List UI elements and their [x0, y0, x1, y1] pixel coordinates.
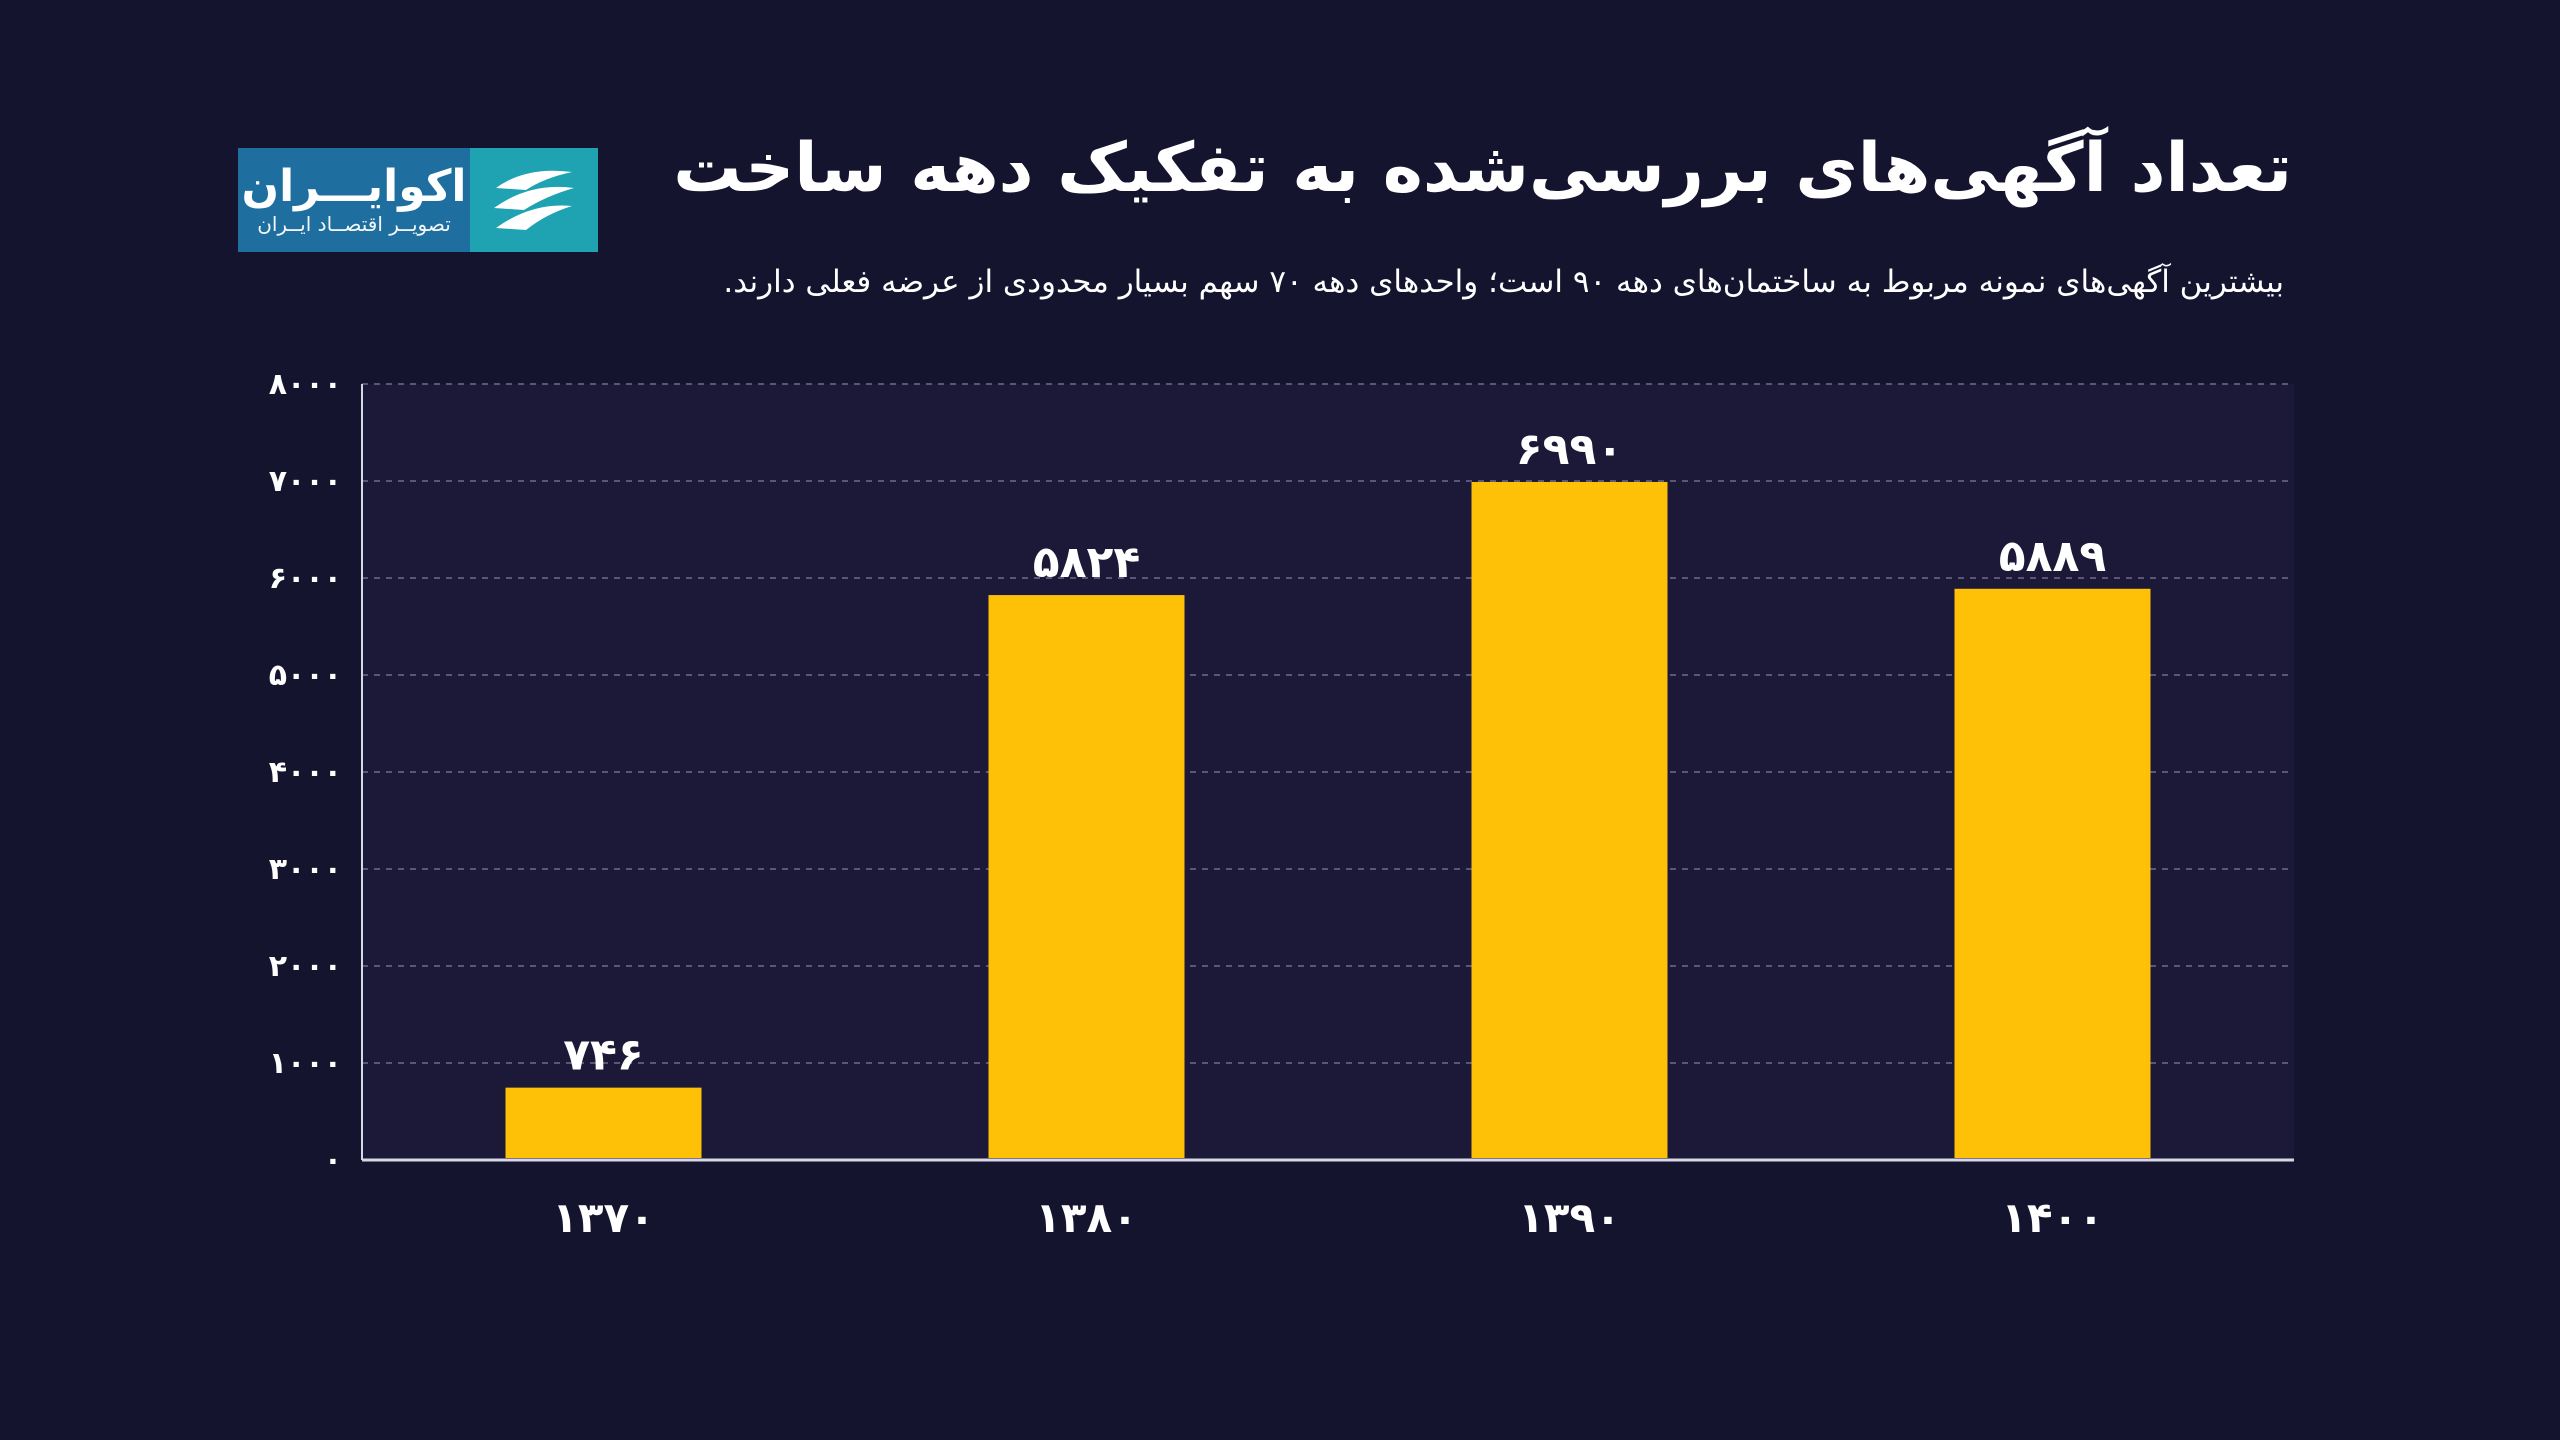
x-tick-label: ۱۴۰۰ [2001, 1193, 2104, 1242]
y-axis-ticks: ۰ ۱۰۰۰ ۲۰۰۰ ۳۰۰۰ ۴۰۰۰ ۵۰۰۰ ۶۰۰۰ ۷۰۰۰ ۸۰۰۰ [269, 367, 342, 1178]
ecoiran-logo: اکوایـــران تصویــر اقتصــاد ایــران [238, 148, 598, 252]
x-tick-label: ۱۳۹۰ [1518, 1193, 1621, 1242]
y-tick-label: ۷۰۰۰ [269, 464, 342, 499]
chart-title: تعداد آگهی‌های بررسی‌شده به تفکیک دهه سا… [673, 129, 2292, 208]
bar [988, 595, 1185, 1158]
chart-subtitle: بیشترین آگهی‌های نمونه مربوط به ساختمان‌… [723, 264, 2284, 300]
y-tick-label: ۸۰۰۰ [269, 367, 342, 402]
y-tick-label: ۵۰۰۰ [269, 658, 342, 693]
bar-value-label: ۵۸۲۴ [1033, 537, 1140, 588]
x-tick-label: ۱۳۸۰ [1035, 1193, 1138, 1242]
x-axis-ticks: ۱۳۷۰ ۱۳۸۰ ۱۳۹۰ ۱۴۰۰ [552, 1193, 2104, 1242]
y-tick-label: ۲۰۰۰ [269, 949, 342, 984]
logo-name: اکوایـــران [241, 160, 467, 212]
y-tick-label: ۰ [324, 1143, 342, 1178]
y-tick-label: ۶۰۰۰ [269, 561, 342, 596]
y-tick-label: ۱۰۰۰ [269, 1046, 342, 1081]
bar-value-label: ۷۴۶ [563, 1030, 644, 1081]
logo-text-block: اکوایـــران تصویــر اقتصــاد ایــران [238, 148, 470, 252]
bar [1954, 588, 2151, 1158]
y-tick-label: ۳۰۰۰ [269, 852, 342, 887]
ecoiran-logo-icon [470, 148, 598, 252]
x-tick-label: ۱۳۷۰ [552, 1193, 655, 1242]
bar-value-label: ۶۹۹۰ [1516, 424, 1623, 475]
y-tick-label: ۴۰۰۰ [269, 755, 342, 790]
logo-tagline: تصویــر اقتصــاد ایــران [257, 212, 451, 237]
bars [505, 481, 2151, 1159]
bar [505, 1087, 702, 1158]
bar [1471, 481, 1668, 1159]
bar-value-label: ۵۸۸۹ [1999, 531, 2106, 582]
data-labels: ۷۴۶ ۵۸۲۴ ۶۹۹۰ ۵۸۸۹ [563, 424, 2106, 1081]
